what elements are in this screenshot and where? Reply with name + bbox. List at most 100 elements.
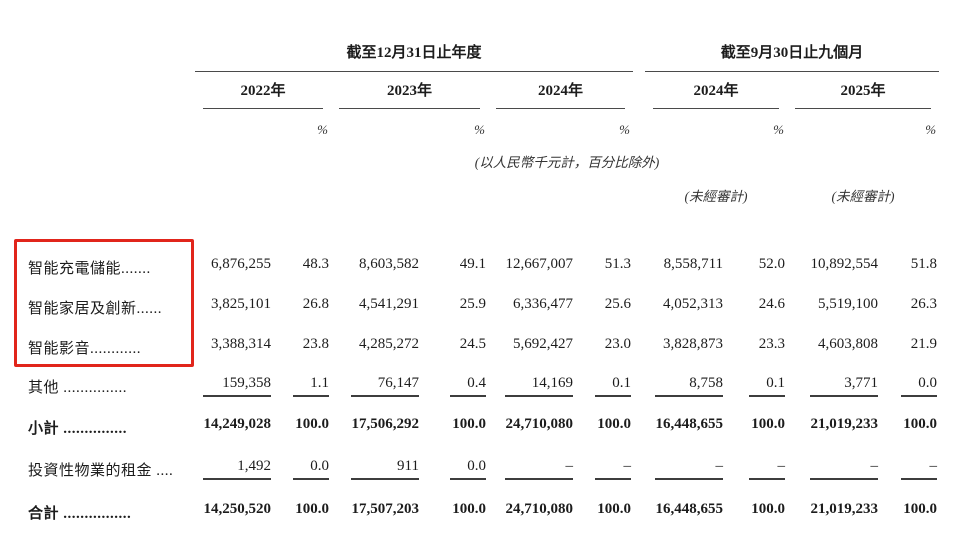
percent-symbol: % — [317, 122, 328, 137]
unit-note-row: (以人民幣千元計，百分比除外) — [18, 143, 939, 173]
percent-symbol: % — [474, 122, 485, 137]
year-header-2022: 2022年 — [203, 72, 323, 109]
table-row-subtotal: 小計 ............... 14,249,028 100.0 17,5… — [18, 405, 939, 449]
table-row-others: 其他 ............... 159,358 1.1 76,147 0.… — [18, 367, 939, 405]
financial-table-page: 截至12月31日止年度 截至9月30日止九個月 2022年 2023年 2024… — [0, 20, 960, 540]
unit-note: (以人民幣千元計，百分比除外) — [474, 155, 660, 170]
table-cell: 1,492 — [203, 458, 271, 480]
table-row-smart-charging: 智能充電儲能....... 6,876,255 48.3 8,603,582 4… — [18, 247, 939, 287]
table-row-smart-home: 智能家居及創新...... 3,825,101 26.8 4,541,291 2… — [18, 287, 939, 327]
table-cell: 25.6 — [604, 296, 632, 312]
table-cell: 100.0 — [751, 416, 786, 432]
table-cell: 24.5 — [459, 336, 486, 352]
table-cell: 24,710,080 — [505, 416, 574, 432]
table-cell: 100.0 — [295, 501, 329, 517]
header-body-gap — [18, 209, 939, 247]
table-cell: 100.0 — [597, 416, 632, 432]
table-cell: 6,876,255 — [211, 256, 271, 272]
table-cell: 14,169 — [505, 375, 573, 397]
row-label: 智能家居及創新...... — [28, 300, 163, 317]
table-cell: 23.0 — [604, 336, 632, 352]
table-cell: – — [595, 458, 632, 480]
table-cell: 0.1 — [595, 375, 632, 397]
table-cell: 12,667,007 — [505, 256, 574, 272]
table-cell: 911 — [351, 458, 419, 480]
table-cell: 21,019,233 — [810, 416, 879, 432]
period-group-annual-title: 截至12月31日止年度 — [346, 45, 482, 61]
row-label: 合計 ................ — [28, 505, 132, 522]
row-label: 智能充電儲能....... — [28, 260, 151, 277]
table-cell: 51.8 — [910, 256, 938, 272]
table-cell: 26.8 — [302, 296, 329, 312]
row-label: 小計 ............... — [28, 420, 128, 437]
table-row-investment-property-rent: 投資性物業的租金 .... 1,492 0.0 911 0.0 – – – – … — [18, 449, 939, 489]
table-cell: 21,019,233 — [810, 501, 879, 517]
table-cell: – — [655, 458, 724, 480]
year-header-2024: 2024年 — [496, 72, 626, 109]
table-cell: 5,692,427 — [513, 336, 573, 352]
table-cell: 24,710,080 — [505, 501, 574, 517]
table-cell: 3,825,101 — [211, 296, 271, 312]
table-cell: 24.6 — [758, 296, 786, 312]
table-cell: – — [749, 458, 786, 480]
table-cell: 0.0 — [450, 458, 486, 480]
table-cell: 14,249,028 — [203, 416, 272, 432]
table-cell: 8,758 — [655, 375, 724, 397]
table-cell: 159,358 — [203, 375, 271, 397]
percent-symbol: % — [773, 122, 785, 137]
table-cell: 100.0 — [452, 501, 486, 517]
unaudited-note: (未經審計) — [831, 189, 895, 204]
table-cell: 17,507,203 — [351, 501, 420, 517]
table-row-total: 合計 ................ 14,250,520 100.0 17,… — [18, 489, 939, 535]
table-cell: 100.0 — [903, 501, 938, 517]
table-cell: 26.3 — [910, 296, 938, 312]
table-cell: – — [810, 458, 879, 480]
table-cell: 3,771 — [810, 375, 879, 397]
table-cell: 17,506,292 — [351, 416, 420, 432]
table-cell: 76,147 — [351, 375, 419, 397]
table-row-smart-audio: 智能影音............ 3,388,314 23.8 4,285,27… — [18, 327, 939, 367]
row-label: 其他 ............... — [28, 379, 128, 396]
table-cell: 25.9 — [459, 296, 486, 312]
table-cell: 0.0 — [901, 375, 938, 397]
table-cell: 100.0 — [903, 416, 938, 432]
period-group-nine-months: 截至9月30日止九個月 — [645, 20, 940, 72]
unaudited-note-row: (未經審計) (未經審計) — [18, 173, 939, 209]
year-header-9m2025: 2025年 — [795, 72, 932, 109]
table-cell: 51.3 — [604, 256, 632, 272]
table-cell: 100.0 — [751, 501, 786, 517]
table-cell: – — [901, 458, 938, 480]
table-cell: 100.0 — [597, 501, 632, 517]
period-group-annual: 截至12月31日止年度 — [195, 20, 634, 72]
row-label: 智能影音............ — [28, 340, 142, 357]
table-cell: 0.0 — [293, 458, 329, 480]
table-cell: 16,448,655 — [655, 416, 724, 432]
table-cell: 4,285,272 — [359, 336, 419, 352]
table-cell: 4,052,313 — [663, 296, 724, 312]
percent-header-row: % % % % % — [18, 108, 939, 143]
year-header-row: 2022年 2023年 2024年 2024年 2025年 — [18, 72, 939, 109]
table-cell: 8,558,711 — [663, 256, 724, 272]
table-cell: 100.0 — [452, 416, 486, 432]
year-header-2023: 2023年 — [339, 72, 480, 109]
table-cell: 3,828,873 — [663, 336, 724, 352]
year-header-9m2024: 2024年 — [653, 72, 780, 109]
table-cell: 5,519,100 — [818, 296, 879, 312]
table-cell: 100.0 — [295, 416, 329, 432]
table-cell: 16,448,655 — [655, 501, 724, 517]
period-group-nine-months-title: 截至9月30日止九個月 — [720, 45, 864, 61]
table-cell: 3,388,314 — [211, 336, 271, 352]
table-cell: 23.3 — [758, 336, 786, 352]
table-cell: 14,250,520 — [203, 501, 272, 517]
table-cell: 4,541,291 — [359, 296, 419, 312]
table-cell: 4,603,808 — [818, 336, 879, 352]
percent-symbol: % — [619, 122, 631, 137]
percent-symbol: % — [925, 122, 937, 137]
table-cell: 0.4 — [450, 375, 486, 397]
table-cell: – — [505, 458, 573, 480]
table-cell: 23.8 — [302, 336, 329, 352]
unaudited-note: (未經審計) — [684, 189, 748, 204]
table-cell: 21.9 — [910, 336, 938, 352]
period-group-row: 截至12月31日止年度 截至9月30日止九個月 — [18, 20, 940, 72]
table-cell: 0.1 — [749, 375, 786, 397]
